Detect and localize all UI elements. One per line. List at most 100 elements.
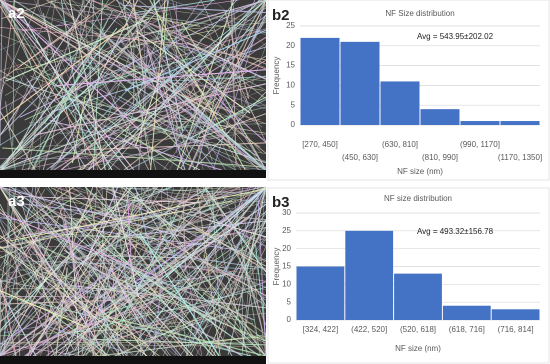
y-axis-label: Frequency xyxy=(272,57,281,95)
fiber xyxy=(0,0,222,117)
fiber xyxy=(104,186,267,261)
fiber xyxy=(92,269,147,357)
fiber xyxy=(93,32,267,61)
fiber xyxy=(0,186,155,327)
fiber xyxy=(0,235,149,347)
fiber xyxy=(253,186,267,302)
fiber xyxy=(0,186,150,259)
panel-label: b3 xyxy=(272,194,290,211)
fiber xyxy=(37,0,78,123)
fiber xyxy=(185,238,267,357)
fiber xyxy=(184,96,267,171)
fiber xyxy=(97,186,267,300)
fiber xyxy=(93,0,267,107)
fiber xyxy=(93,194,263,357)
fiber xyxy=(42,13,82,171)
fiber xyxy=(132,40,135,107)
fiber xyxy=(160,0,267,36)
fiber xyxy=(86,265,104,336)
x-tick-label: (450, 630] xyxy=(342,153,378,162)
fiber xyxy=(128,304,219,316)
fiber xyxy=(0,0,3,147)
fiber xyxy=(149,0,246,171)
fiber xyxy=(50,0,111,96)
fiber xyxy=(176,0,256,171)
fiber xyxy=(145,187,267,284)
fiber xyxy=(0,343,83,357)
fiber xyxy=(24,243,192,357)
fiber xyxy=(3,321,64,334)
fiber xyxy=(0,186,98,357)
fiber xyxy=(104,186,256,195)
fiber xyxy=(62,135,226,171)
x-tick-label: (716, 814] xyxy=(498,325,534,334)
fiber xyxy=(0,0,124,79)
y-tick-label: 25 xyxy=(282,226,291,235)
fiber xyxy=(124,29,267,92)
fiber xyxy=(127,290,182,357)
fiber xyxy=(76,243,185,313)
fiber xyxy=(0,27,199,46)
fiber xyxy=(0,246,148,357)
bar xyxy=(500,121,540,125)
fiber xyxy=(111,186,130,301)
info-bar xyxy=(0,356,266,364)
fiber xyxy=(24,206,64,309)
fiber xyxy=(32,64,85,171)
fiber xyxy=(257,186,267,357)
fiber xyxy=(0,309,176,348)
fiber xyxy=(41,214,228,237)
fiber xyxy=(152,186,267,247)
bar xyxy=(460,121,500,125)
fiber xyxy=(112,186,140,298)
fiber xyxy=(46,7,267,171)
x-tick-label: (990, 1170] xyxy=(460,140,500,149)
fiber xyxy=(8,47,47,131)
fiber xyxy=(0,232,119,333)
fiber xyxy=(200,0,267,143)
fibers xyxy=(0,0,267,357)
bar xyxy=(345,230,394,320)
fiber xyxy=(0,290,88,328)
chart-title: NF Size distribution xyxy=(385,9,454,18)
fiber xyxy=(147,49,186,171)
fiber xyxy=(189,211,267,221)
fiber xyxy=(131,13,216,59)
fiber xyxy=(71,95,86,164)
x-tick-label: (1170, 1350] xyxy=(498,153,542,162)
fiber xyxy=(77,55,267,171)
fiber xyxy=(125,186,166,225)
fiber xyxy=(105,6,267,91)
fiber xyxy=(162,186,251,357)
fiber xyxy=(149,259,267,357)
fiber xyxy=(102,186,218,301)
bar xyxy=(491,309,540,320)
fiber xyxy=(87,213,164,246)
fiber xyxy=(0,186,104,285)
fiber xyxy=(91,262,267,344)
fiber xyxy=(115,22,267,36)
fiber xyxy=(0,279,1,357)
fiber xyxy=(0,0,116,81)
fiber xyxy=(29,187,128,357)
fiber xyxy=(0,235,53,357)
fiber xyxy=(0,0,241,117)
y-tick-label: 5 xyxy=(291,100,296,109)
fiber xyxy=(114,299,267,357)
fiber xyxy=(144,312,229,341)
fiber xyxy=(194,77,264,91)
fiber xyxy=(0,43,97,171)
fiber xyxy=(165,186,267,279)
fiber xyxy=(134,319,173,357)
y-tick-label: 15 xyxy=(282,262,291,271)
fiber xyxy=(17,58,184,171)
fiber xyxy=(54,69,267,87)
fiber xyxy=(27,247,71,357)
y-tick-label: 15 xyxy=(286,61,295,70)
fiber xyxy=(138,213,267,352)
fiber xyxy=(41,271,139,298)
fiber xyxy=(174,186,204,357)
fiber xyxy=(72,0,179,114)
fiber xyxy=(179,236,267,357)
fiber xyxy=(0,212,158,277)
